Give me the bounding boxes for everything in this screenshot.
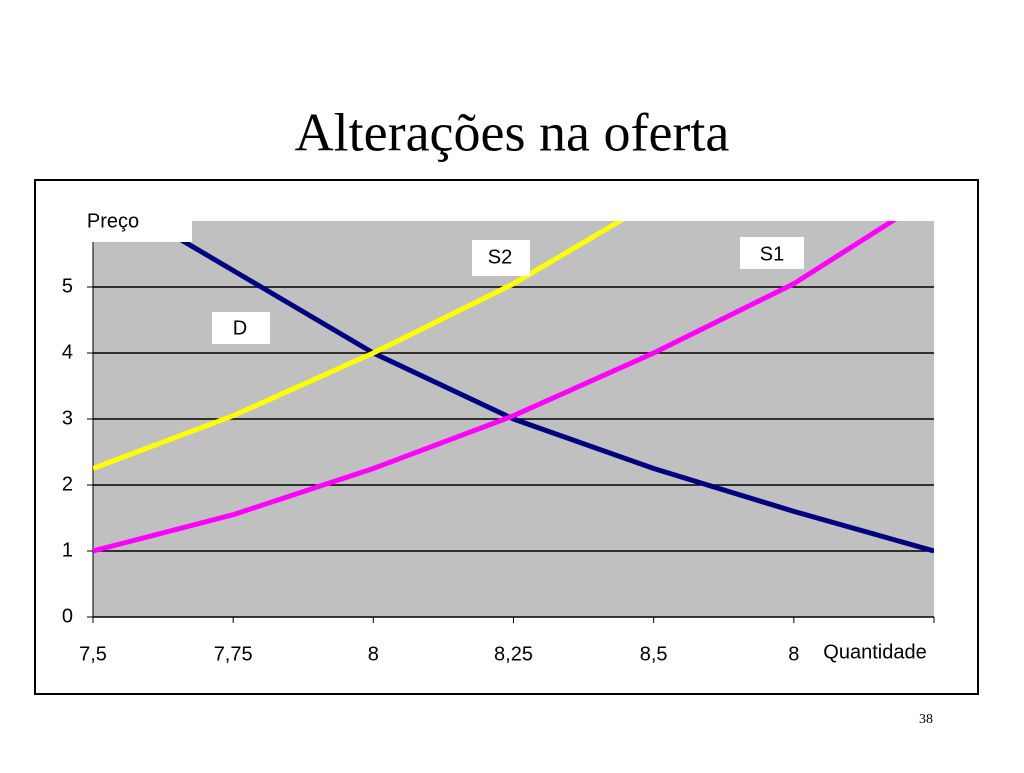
y-tick-label: 5 (62, 275, 73, 297)
x-tick-label: 7,75 (214, 643, 253, 665)
series-label-box (472, 240, 530, 276)
chart-title: Alterações na oferta (295, 102, 730, 162)
x-axis-label-box (800, 636, 950, 670)
y-tick-label: 3 (62, 407, 73, 429)
y-tick-label: 1 (62, 539, 73, 561)
y-tick-label: 4 (62, 341, 73, 363)
y-tick-label: 0 (62, 605, 73, 627)
y-axis-label-box (36, 200, 192, 242)
series-label: S2 (488, 246, 512, 268)
series-group (93, 221, 934, 554)
x-tick-label: 8 (788, 643, 799, 665)
x-tick-label: 8,25 (494, 643, 533, 665)
series-label: D (233, 317, 247, 339)
series-label-box (740, 237, 804, 269)
series-line (144, 221, 934, 554)
series-line (93, 221, 898, 554)
series-line (93, 221, 625, 471)
y-axis-label: Preço (87, 210, 139, 232)
y-tick-label: 2 (62, 473, 73, 495)
x-tick-label: 8 (368, 643, 379, 665)
series-label-box (212, 312, 270, 344)
x-axis-label: Quantidade (823, 641, 926, 663)
series-label: S1 (760, 243, 784, 265)
x-tick-label: 8,5 (640, 643, 668, 665)
x-tick-label: 7,5 (79, 643, 107, 665)
page-number: 38 (919, 712, 933, 727)
